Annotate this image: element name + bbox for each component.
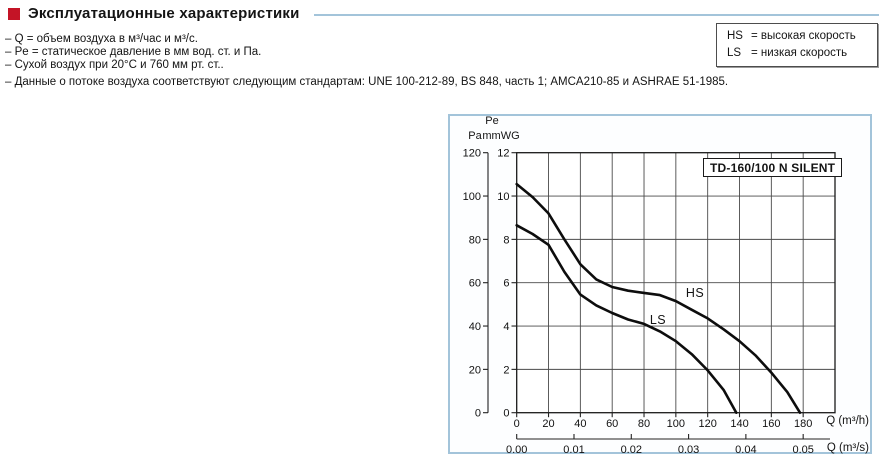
m3h-tick-label: 120 [699,418,717,430]
section-header: Эксплуатационные характеристики [8,5,879,22]
x-axis-unit-m3s: Q (m³/s) [826,442,869,454]
section-title: Эксплуатационные характеристики [28,5,300,22]
m3s-tick-label: 0.00 [506,444,527,456]
pa-tick-label: 40 [469,321,481,333]
curve-label-hs: HS [685,286,705,300]
legend-row-ls: LS = низкая скорость [727,45,871,62]
y-axis-unit-mmwg: mmWG [482,130,520,142]
notes-list: – Q = объем воздуха в м³/час и м³/с. – P… [5,33,728,89]
legend-label-ls: = низкая скорость [751,47,848,59]
m3h-tick-label: 180 [794,418,812,430]
pa-tick-label: 60 [469,278,481,290]
mmwg-tick-label: 10 [497,191,509,203]
red-bullet-square [8,7,20,20]
y-axis-header-pe: Pe [485,115,499,127]
mmwg-tick-label: 6 [503,278,509,290]
performance-chart: 0 20 40 60 80 100 120 0 2 4 6 8 10 12 0 20 40 60 80 100 120 1… [448,114,872,456]
m3h-tick-label: 20 [542,418,554,430]
mmwg-tick-label: 4 [503,321,509,333]
note-air-volume: – Q = объем воздуха в м³/час и м³/с. [5,33,198,45]
mmwg-tick-label: 8 [503,234,509,246]
legend-code-ls: LS [727,47,742,59]
x-axis-unit-m3h: Q (m³/h) [826,415,869,427]
m3h-tick-label: 80 [638,418,650,430]
m3h-tick-label: 140 [730,418,748,430]
m3s-tick-label: 0.02 [621,444,642,456]
note-static-pressure: – Pe = статическое давление в мм вод. ст… [5,46,262,59]
speed-legend-box: HS = высокая скорость LS = низкая скорос… [716,23,878,67]
mmwg-tick-label: 2 [503,364,509,376]
m3h-tick-label: 60 [606,418,618,430]
pa-tick-label: 100 [463,191,481,203]
pa-tick-label: 0 [475,408,481,420]
note-dry-air: – Сухой воздух при 20°C и 760 мм рт. ст.… [5,59,224,72]
pa-tick-label: 80 [469,234,481,246]
note-standards: – Данные о потоке воздуха соответствуют … [5,75,729,88]
mmwg-tick-label: 12 [497,148,509,160]
m3s-tick-label: 0.03 [678,444,699,456]
m3h-tick-label: 40 [574,418,586,430]
model-name-box: TD-160/100 N SILENT [703,158,843,177]
m3h-tick-label: 0 [514,418,520,430]
curve-ls [515,224,738,415]
mmwg-tick-label: 0 [503,408,509,420]
legend-code-hs: HS [727,30,743,42]
m3h-tick-label: 100 [667,418,685,430]
m3s-tick-label: 0.04 [735,444,756,456]
legend-label-hs: = высокая скорость [751,30,856,42]
pa-tick-label: 120 [463,148,481,160]
legend-row-hs: HS = высокая скорость [727,28,871,45]
m3s-tick-label: 0.05 [792,444,813,456]
header-rule [313,13,879,16]
m3s-tick-label: 0.01 [563,444,584,456]
pa-tick-label: 20 [469,364,481,376]
curve-label-ls: LS [649,313,667,327]
curve-hs [515,182,802,415]
y-axis-unit-pa: Pa [468,130,482,142]
m3h-tick-label: 160 [762,418,780,430]
